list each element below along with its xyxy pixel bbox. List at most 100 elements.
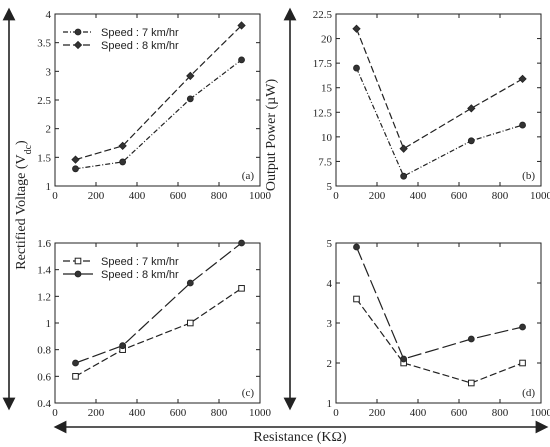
x-tick-label-b: 200 <box>369 190 386 202</box>
x-tick-label-c: 800 <box>211 407 228 419</box>
x-tick-label-b: 0 <box>333 190 339 202</box>
y-tick-label-c: 1 <box>46 318 52 330</box>
data-point-d-1 <box>400 355 408 363</box>
x-tick-label-d: 200 <box>369 407 386 419</box>
y-tick-label-c: 1.2 <box>37 291 51 303</box>
data-point-a-1 <box>237 21 246 30</box>
data-point-c-0 <box>238 285 245 292</box>
series-line-d-1 <box>355 246 523 360</box>
left-axis-title-main: Rectified Voltage (V <box>14 154 29 269</box>
data-point-b-1 <box>467 104 476 113</box>
x-tick-label-b: 800 <box>492 190 509 202</box>
right-axis-title: Output Power (µW) <box>264 79 279 192</box>
x-tick-label-c: 200 <box>88 407 105 419</box>
data-point-d-1 <box>467 335 475 343</box>
left-axis-title-sub: dc <box>23 144 34 154</box>
legend-entry-a-1: Speed : 8 km/hr <box>101 40 179 52</box>
y-tick-label-a: 4 <box>46 9 52 21</box>
data-point-a-1 <box>186 71 195 81</box>
y-tick-label-c: 1.4 <box>37 265 51 277</box>
left-axis-title: Rectified Voltage (Vdc) <box>14 140 34 270</box>
data-point-a-0 <box>186 95 194 103</box>
legend-entry-c-1: Speed : 8 km/hr <box>101 269 179 281</box>
y-tick-label-b: 22.5 <box>313 9 333 21</box>
data-point-a-0 <box>238 56 245 64</box>
data-point-b-1 <box>518 74 527 84</box>
y-tick-label-a: 1 <box>46 181 52 193</box>
series-line-c-1 <box>75 242 242 364</box>
x-tick-label-c: 400 <box>129 407 146 419</box>
x-tick-label-c: 600 <box>170 407 187 419</box>
data-point-d-0 <box>519 359 526 367</box>
x-tick-label-a: 600 <box>170 190 187 202</box>
y-tick-label-b: 17.5 <box>313 58 333 70</box>
data-point-a-1 <box>71 155 80 164</box>
legend-marker-c-0 <box>74 257 82 265</box>
y-tick-label-a: 1.5 <box>37 152 51 164</box>
y-tick-label-b: 5 <box>327 181 333 193</box>
panel-d: 0 200 400 600 800 1000 1 2 3 4 5 (d) <box>327 238 550 419</box>
data-point-c-0 <box>187 319 194 327</box>
panel-c: 0 200 400 600 800 1000 0.4 0.6 0.8 1 1.2 1.4 1.6 (c) S… <box>37 238 271 419</box>
data-point-c-1 <box>72 359 79 367</box>
data-point-a-0 <box>72 165 79 173</box>
y-tick-label-a: 2 <box>46 124 52 136</box>
y-tick-label-b: 7.5 <box>318 156 332 168</box>
x-tick-label-c: 1000 <box>249 407 272 419</box>
y-tick-label-c: 0.8 <box>37 345 51 357</box>
data-point-b-0 <box>519 121 526 129</box>
data-point-c-1 <box>238 239 245 247</box>
data-point-d-0 <box>468 379 475 387</box>
left-axis-title-end: ) <box>14 140 29 145</box>
y-tick-label-c: 0.6 <box>37 371 51 383</box>
data-point-c-1 <box>186 279 194 287</box>
series-line-d-0 <box>356 298 523 384</box>
data-point-c-0 <box>72 373 79 380</box>
legend-marker-a-1 <box>73 40 83 50</box>
y-tick-label-a: 3 <box>46 66 52 78</box>
y-tick-label-d: 1 <box>327 398 333 410</box>
y-tick-label-a: 3.5 <box>37 38 51 50</box>
legend-entry-a-0: Speed : 7 km/hr <box>101 27 179 39</box>
x-tick-label-d: 600 <box>451 407 468 419</box>
x-tick-label-a: 800 <box>211 190 228 202</box>
panel-label-d: (d) <box>522 387 535 399</box>
series-line-b-1 <box>355 28 523 150</box>
x-tick-label-d: 400 <box>410 407 427 419</box>
series-line-c-0 <box>75 287 242 377</box>
series-line-a-1 <box>75 25 242 161</box>
x-tick-label-d: 1000 <box>530 407 550 419</box>
x-tick-label-d: 0 <box>333 407 339 419</box>
x-tick-label-d: 800 <box>492 407 509 419</box>
x-tick-label-b: 600 <box>451 190 468 202</box>
data-point-b-1 <box>399 144 408 153</box>
data-point-a-0 <box>119 158 127 166</box>
x-tick-label-c: 0 <box>52 407 58 419</box>
y-tick-label-d: 5 <box>327 238 333 250</box>
data-point-b-0 <box>400 172 408 180</box>
y-tick-label-c: 1.6 <box>37 238 51 250</box>
data-point-b-1 <box>352 24 361 33</box>
y-tick-label-b: 20 <box>321 34 333 46</box>
y-tick-label-d: 2 <box>327 358 333 370</box>
panel-label-a: (a) <box>242 170 255 182</box>
y-tick-label-d: 3 <box>327 318 333 330</box>
y-tick-label-a: 2.5 <box>37 95 51 107</box>
data-point-a-1 <box>118 141 127 151</box>
panel-label-b: (b) <box>522 170 535 182</box>
panel-label-c: (c) <box>242 387 255 399</box>
legend-entry-c-0: Speed : 7 km/hr <box>101 256 179 268</box>
data-point-b-0 <box>467 137 475 145</box>
panel-a: 0 200 400 600 800 1000 1 1.5 2 2.5 3 3.5 4 (a) Speed :… <box>37 9 271 202</box>
plot-frame-b <box>335 13 542 187</box>
y-tick-label-b: 12.5 <box>313 107 333 119</box>
data-point-d-1 <box>519 323 526 331</box>
legend-marker-a-0 <box>74 28 82 36</box>
legend-marker-c-1 <box>74 270 82 278</box>
series-line-b-0 <box>355 67 523 178</box>
y-tick-label-d: 4 <box>327 278 333 290</box>
series-line-a-0 <box>75 59 242 170</box>
panel-b: 0 200 400 600 800 1000 5 7.5 10 12.5 15 17.5 20 22.5 (… <box>313 9 550 202</box>
